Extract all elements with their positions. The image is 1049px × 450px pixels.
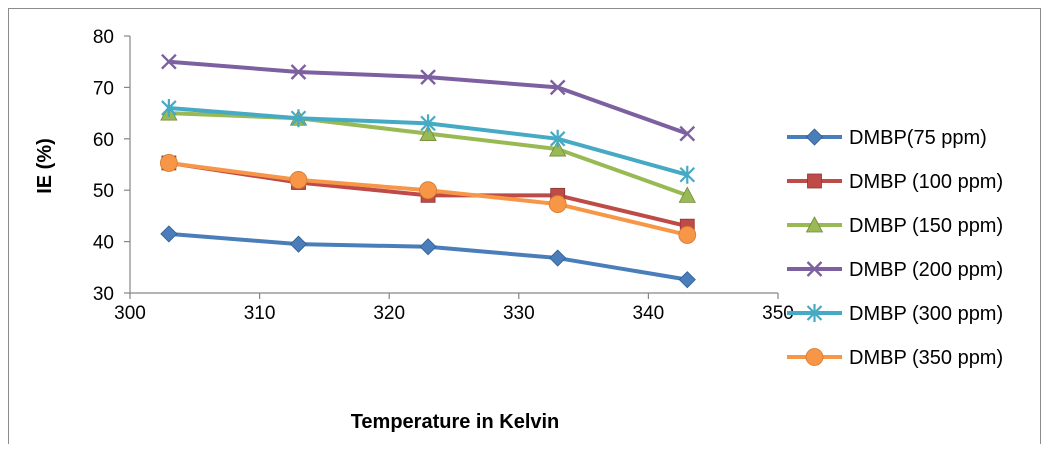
data-point: [161, 226, 177, 242]
data-point: [290, 171, 307, 188]
series-layer: [160, 55, 695, 288]
legend-label: DMBP (150 ppm): [849, 215, 1003, 237]
x-tick-label: 330: [503, 303, 535, 324]
data-point: [420, 239, 436, 255]
legend-item: DMBP (100 ppm): [787, 171, 1003, 193]
legend-marker: [807, 129, 823, 145]
legend-marker: [806, 349, 823, 366]
y-tick-label: 50: [93, 181, 114, 202]
data-point: [420, 182, 437, 199]
axes: [124, 36, 778, 299]
legend-item: DMBP (150 ppm): [787, 215, 1003, 237]
x-axis-title: Temperature in Kelvin: [351, 411, 560, 433]
y-tick-label: 60: [93, 130, 114, 151]
y-tick-label: 80: [93, 27, 114, 48]
legend-label: DMBP(75 ppm): [849, 127, 987, 149]
legend-item: DMBP (200 ppm): [787, 259, 1003, 281]
legend-label: DMBP (200 ppm): [849, 259, 1003, 281]
legend-label: DMBP (350 ppm): [849, 347, 1003, 369]
data-point: [550, 250, 566, 266]
y-tick-label: 40: [93, 233, 114, 254]
legend-item: DMBP(75 ppm): [787, 127, 987, 149]
legend-item: DMBP (350 ppm): [787, 347, 1003, 369]
data-point: [160, 154, 177, 171]
legend-item: DMBP (300 ppm): [787, 303, 1003, 325]
y-axis-title: IE (%): [34, 138, 56, 194]
x-tick-label: 310: [244, 303, 276, 324]
data-point: [549, 196, 566, 213]
y-tick-label: 70: [93, 78, 114, 99]
legend-label: DMBP (100 ppm): [849, 171, 1003, 193]
x-tick-label: 300: [114, 303, 146, 324]
y-tick-label: 30: [93, 284, 114, 305]
x-tick-label: 340: [633, 303, 665, 324]
data-point: [679, 226, 696, 243]
legend: DMBP(75 ppm) DMBP (100 ppm) DMBP (150 ppm)…: [787, 127, 1003, 369]
data-point: [290, 236, 306, 252]
legend-label: DMBP (300 ppm): [849, 303, 1003, 325]
series-1: [161, 226, 695, 288]
x-tick-label: 320: [373, 303, 405, 324]
data-point: [679, 272, 695, 288]
legend-marker: [808, 174, 822, 188]
